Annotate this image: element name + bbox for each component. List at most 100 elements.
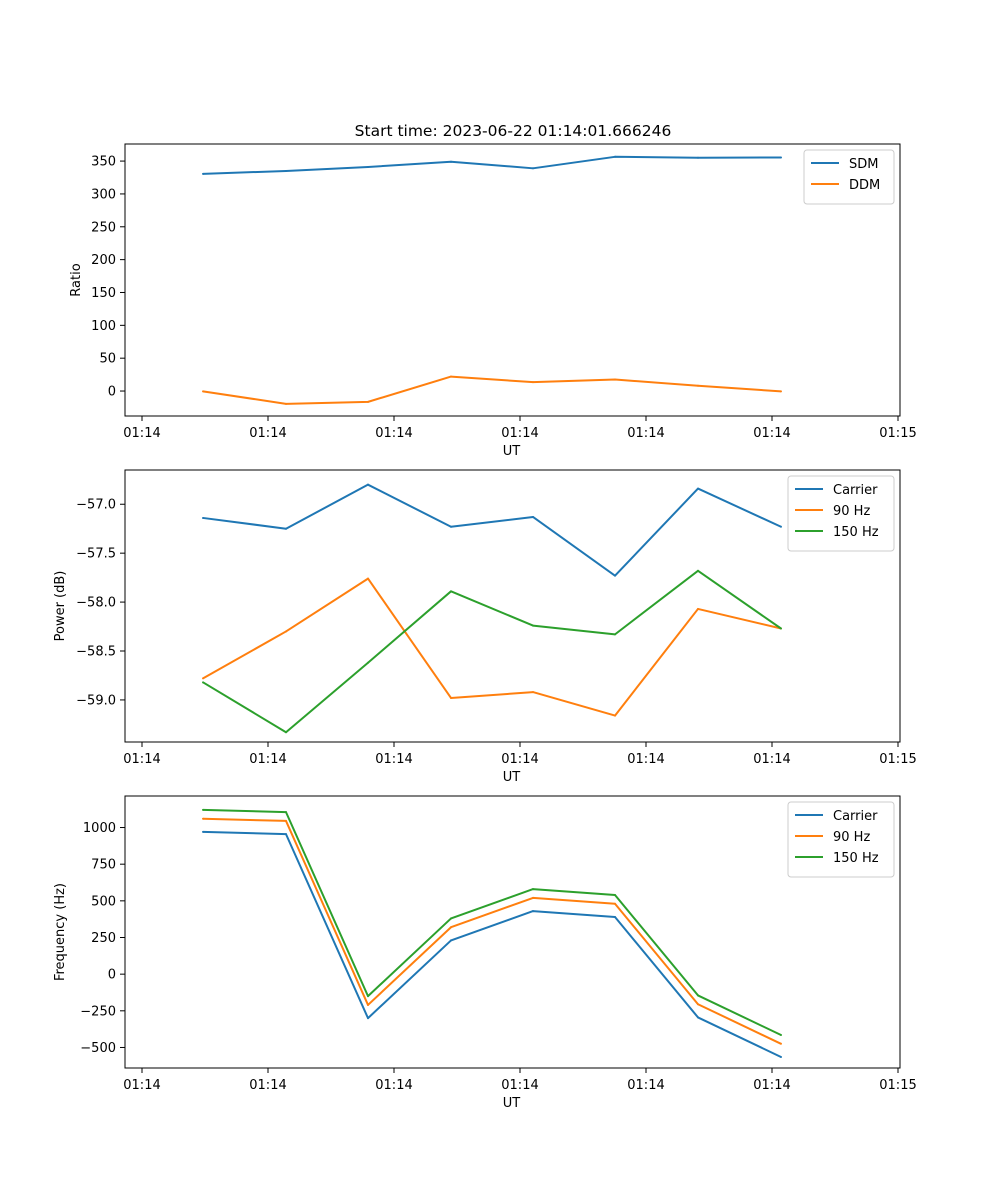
series-line-carrier	[202, 483, 782, 577]
y-axis-label: Ratio	[69, 263, 84, 296]
series-line-ddm	[202, 375, 782, 405]
x-tick-label: 01:15	[879, 752, 916, 767]
series-line-90-hz	[202, 577, 782, 717]
data-point	[614, 893, 616, 896]
data-point	[285, 811, 287, 814]
x-tick-label: 01:14	[123, 752, 160, 767]
y-tick-label: 1000	[83, 821, 116, 836]
y-tick-label: 0	[108, 968, 116, 983]
y-tick-label: 750	[91, 858, 116, 873]
data-point	[367, 995, 369, 998]
x-tick-label: 01:14	[123, 426, 160, 441]
data-point	[697, 994, 699, 997]
data-point	[450, 590, 452, 593]
data-point	[780, 1042, 782, 1045]
data-point	[532, 515, 534, 518]
x-tick-label: 01:14	[753, 1078, 790, 1093]
y-tick-label: 0	[108, 385, 116, 400]
figure-title: Start time: 2023-06-22 01:14:01.666246	[355, 122, 672, 140]
x-axis-label: UT	[503, 1096, 521, 1111]
legend-label: Carrier	[833, 809, 878, 824]
x-axis-label: UT	[503, 444, 521, 459]
data-point	[202, 817, 204, 820]
data-point	[367, 1003, 369, 1006]
data-point	[202, 808, 204, 811]
data-point	[780, 1056, 782, 1058]
data-point	[450, 939, 452, 942]
data-point	[697, 1003, 699, 1006]
data-point	[780, 525, 782, 528]
data-point	[450, 926, 452, 929]
x-tick-label: 01:14	[501, 752, 538, 767]
legend: Carrier 90 Hz 150 Hz	[787, 475, 895, 552]
data-point	[614, 378, 616, 381]
data-point	[780, 627, 782, 630]
x-tick-label: 01:14	[375, 426, 412, 441]
y-tick-label: −57.5	[76, 547, 116, 562]
series-line-150-hz	[202, 569, 782, 734]
x-tick-label: 01:14	[249, 426, 286, 441]
data-point	[285, 731, 287, 734]
data-point	[285, 819, 287, 822]
data-point	[202, 172, 204, 175]
legend-label: DDM	[849, 178, 880, 193]
legend-label: 150 Hz	[833, 525, 879, 540]
y-tick-label: −500	[80, 1041, 116, 1056]
data-point	[450, 525, 452, 528]
y-tick-label: 100	[91, 319, 116, 334]
legend-label: 150 Hz	[833, 851, 879, 866]
legend-box	[787, 475, 895, 552]
data-point	[202, 390, 204, 393]
y-tick-label: −58.5	[76, 645, 116, 660]
data-point	[367, 1017, 369, 1020]
plot-frame	[124, 143, 901, 417]
data-point	[614, 714, 616, 717]
data-point	[285, 630, 287, 633]
chart-panel-2: 01:14 01:14 01:14 01:14 01:14 01:14 01:15 UT −59…	[53, 469, 917, 785]
x-tick-label: 01:14	[627, 426, 664, 441]
data-point	[202, 830, 204, 833]
y-axis-label: Power (dB)	[53, 571, 68, 642]
x-tick-label: 01:14	[501, 1078, 538, 1093]
data-point	[780, 1034, 782, 1037]
y-tick-label: 250	[91, 931, 116, 946]
legend-box	[787, 801, 895, 878]
chart-panel-1: 01:14 01:14 01:14 01:14 01:14 01:14 01:15 UT 0 50…	[69, 143, 917, 459]
y-tick-label: −58.0	[76, 596, 116, 611]
data-point	[532, 910, 534, 913]
data-point	[780, 390, 782, 393]
data-point	[614, 574, 616, 577]
y-tick-label: 300	[91, 187, 116, 202]
x-tick-label: 01:15	[879, 1078, 916, 1093]
legend: SDM DDM	[803, 149, 895, 205]
x-tick-label: 01:14	[753, 426, 790, 441]
data-point	[532, 381, 534, 384]
x-tick-label: 01:14	[375, 1078, 412, 1093]
legend-label: 90 Hz	[833, 504, 870, 519]
x-tick-label: 01:14	[501, 426, 538, 441]
y-tick-label: 200	[91, 253, 116, 268]
data-point	[367, 400, 369, 403]
x-tick-label: 01:14	[375, 752, 412, 767]
y-tick-label: −59.0	[76, 693, 116, 708]
series-line-150-hz	[202, 808, 782, 1036]
y-axis-label: Frequency (Hz)	[53, 883, 68, 981]
data-point	[285, 527, 287, 530]
x-tick-label: 01:14	[627, 752, 664, 767]
series-line-carrier	[202, 830, 782, 1058]
data-point	[532, 691, 534, 694]
data-point	[285, 833, 287, 836]
y-tick-label: −57.0	[76, 498, 116, 513]
legend: Carrier 90 Hz 150 Hz	[787, 801, 895, 878]
y-tick-label: −250	[80, 1004, 116, 1019]
data-point	[450, 696, 452, 699]
data-point	[285, 402, 287, 405]
y-tick-label: 350	[91, 155, 116, 170]
chart-panel-3: 01:14 01:14 01:14 01:14 01:14 01:14 01:15 UT −50…	[53, 795, 917, 1111]
series-line-sdm	[202, 155, 782, 175]
data-point	[367, 661, 369, 664]
legend-label: SDM	[849, 157, 878, 172]
y-tick-label: 150	[91, 286, 116, 301]
chart-panels: 01:14 01:14 01:14 01:14 01:14 01:14 01:15 UT 0 50…	[53, 143, 917, 1111]
